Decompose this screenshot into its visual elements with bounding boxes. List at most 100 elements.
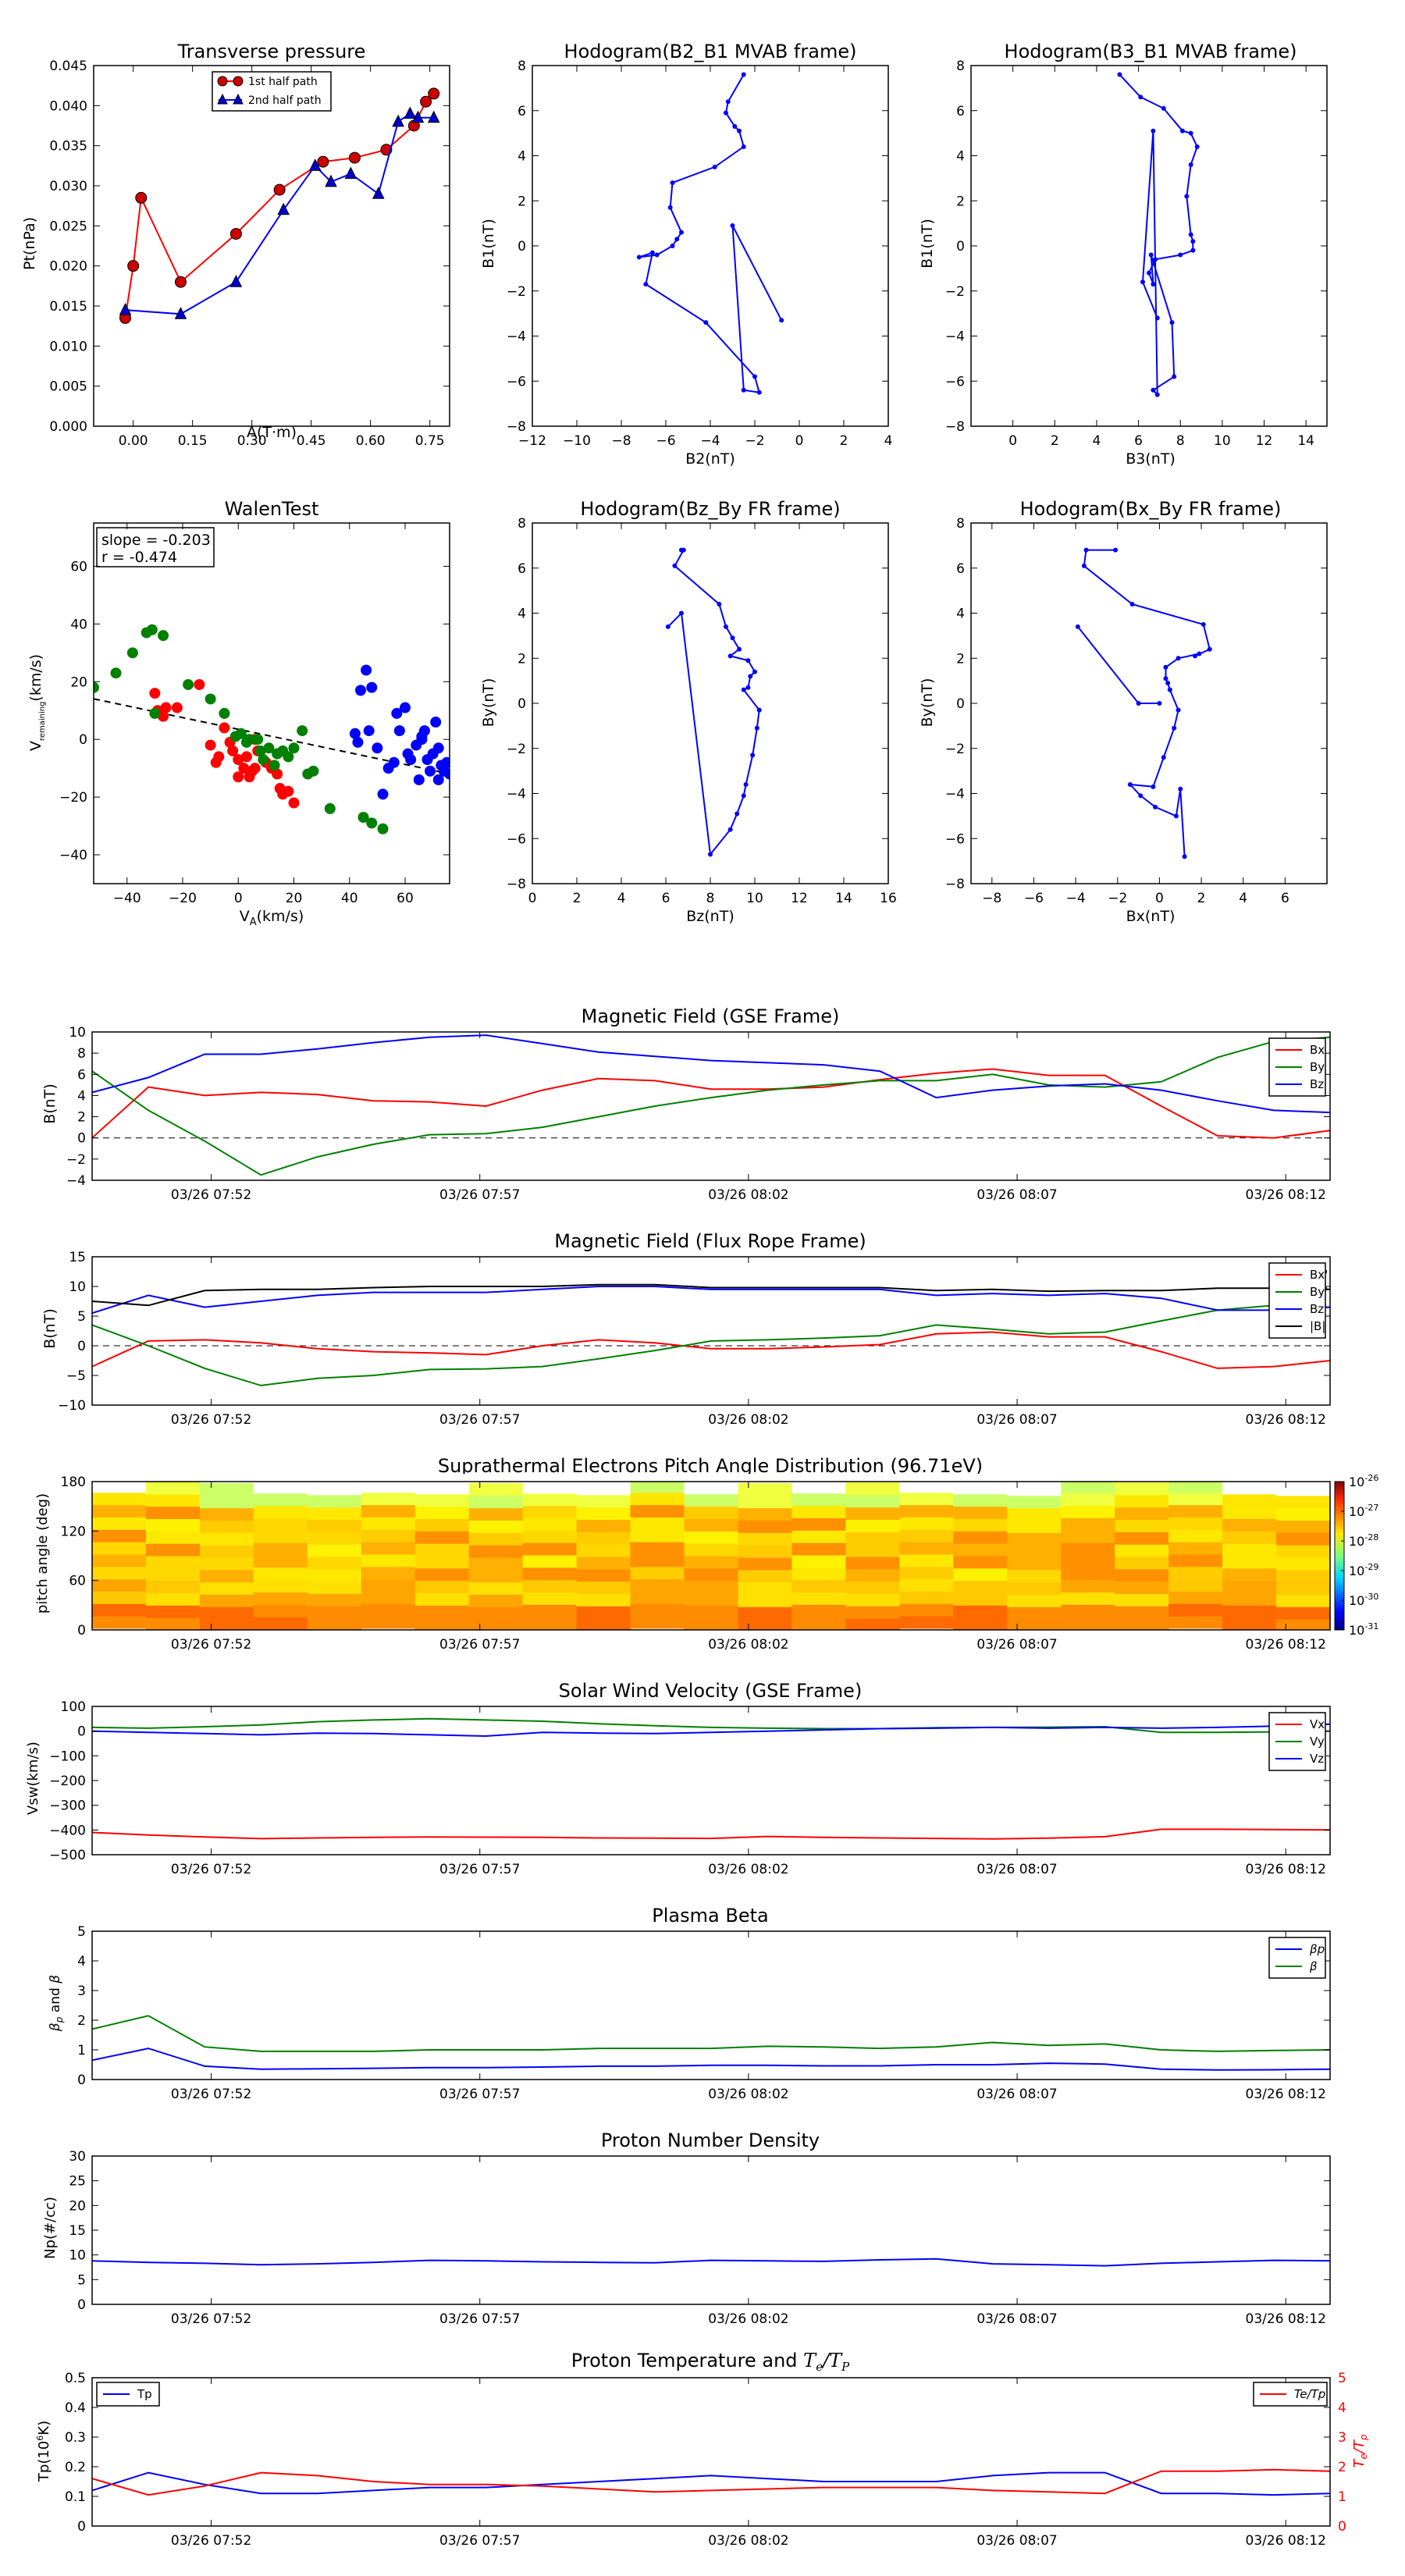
heatmap-cell bbox=[92, 1603, 147, 1617]
heatmap-cell bbox=[684, 1556, 738, 1569]
ylabel-tp-unit: K) bbox=[36, 2421, 52, 2435]
heatmap-cell bbox=[791, 1542, 846, 1556]
ylabel-walen-unit: (km/s) bbox=[27, 654, 44, 702]
heatmap-cell bbox=[145, 1543, 201, 1557]
heatmap-cell bbox=[1115, 1544, 1169, 1557]
plot-area bbox=[119, 87, 440, 324]
heatmap-cell bbox=[1007, 1619, 1062, 1632]
legend-label: Bz bbox=[1310, 1077, 1324, 1091]
heatmap-cell bbox=[199, 1495, 254, 1509]
heatmap-cell bbox=[1061, 1579, 1115, 1592]
heatmap-cell bbox=[145, 1531, 201, 1544]
heatmap-cell bbox=[468, 1520, 524, 1533]
x-tick-label: 40 bbox=[341, 891, 358, 906]
data-point bbox=[1129, 601, 1135, 607]
y-tick-label: 0.010 bbox=[49, 339, 87, 354]
heatmap-cell bbox=[522, 1505, 578, 1518]
heatmap-cell bbox=[414, 1518, 470, 1532]
heatmap-cell bbox=[630, 1529, 685, 1542]
heatmap-cell bbox=[92, 1542, 147, 1555]
heatmap-cell bbox=[630, 1603, 685, 1617]
heatmap-cell bbox=[899, 1578, 954, 1592]
x-tick-label: 10 bbox=[1214, 433, 1231, 449]
data-point bbox=[1165, 681, 1171, 686]
data-point bbox=[428, 87, 440, 100]
heatmap-cell bbox=[899, 1554, 954, 1567]
plot-walen-test bbox=[93, 522, 450, 884]
heatmap-cell bbox=[899, 1529, 954, 1542]
heatmap-cell bbox=[1222, 1482, 1277, 1495]
data-point bbox=[717, 601, 722, 607]
legend-transverse-pressure: 1st half path 2nd half path bbox=[212, 71, 332, 112]
heatmap-cell bbox=[1276, 1483, 1331, 1496]
plot-hodogram-bx-by bbox=[970, 522, 1328, 884]
ylabel-right-p: p bbox=[1358, 2434, 1369, 2441]
heatmap-cell bbox=[1115, 1532, 1169, 1545]
series-line-2 bbox=[91, 1286, 1331, 1315]
data-point bbox=[283, 751, 294, 763]
y-tick-label: 6 bbox=[956, 104, 965, 119]
heatmap-cell bbox=[684, 1617, 738, 1631]
legend-label: Bz' bbox=[1310, 1302, 1327, 1316]
heatmap-cell bbox=[630, 1591, 685, 1604]
heatmap-cell bbox=[684, 1531, 738, 1544]
plot-frame bbox=[91, 2377, 1331, 2527]
heatmap-cell bbox=[253, 1493, 308, 1507]
time-tick-label: 03/26 07:52 bbox=[171, 1412, 251, 1428]
y-tick-label: 60 bbox=[70, 559, 87, 575]
ylabel-transverse-pressure: Pt(nPa) bbox=[21, 217, 38, 270]
y-tick-label-right: 0 bbox=[1338, 2519, 1346, 2535]
time-tick-label: 03/26 07:52 bbox=[171, 1862, 251, 1877]
data-point bbox=[1138, 793, 1144, 799]
y-tick-label: −6 bbox=[945, 374, 965, 390]
heatmap-cell bbox=[899, 1566, 954, 1580]
data-point bbox=[126, 647, 138, 659]
x-tick-label: −10 bbox=[563, 433, 591, 449]
y-tick-label: 0 bbox=[956, 239, 965, 254]
colorbar-exponent: -30 bbox=[1364, 1592, 1378, 1602]
y-tick-label: 5 bbox=[77, 1924, 86, 1940]
data-point bbox=[1154, 315, 1160, 321]
heatmap-cell bbox=[361, 1616, 416, 1629]
plot-hodogram-b2-b1 bbox=[532, 65, 889, 427]
data-point bbox=[377, 823, 389, 834]
data-point bbox=[756, 707, 762, 713]
title-tp-ratio: Te/TP bbox=[803, 2350, 850, 2374]
data-point bbox=[411, 110, 425, 123]
heatmap-cell bbox=[576, 1507, 631, 1520]
data-point bbox=[135, 191, 148, 204]
heatmap-top-mask bbox=[92, 1474, 1330, 1482]
y-tick-label-right: 5 bbox=[1338, 2371, 1346, 2386]
y-tick-label: 4 bbox=[77, 1954, 86, 1969]
heatmap-cell bbox=[1061, 1542, 1115, 1556]
data-point bbox=[1151, 784, 1156, 789]
x-tick-label: 0.30 bbox=[237, 433, 267, 449]
heatmap-cell bbox=[307, 1618, 362, 1631]
heatmap-cell bbox=[1007, 1606, 1062, 1620]
x-tick-label: 14 bbox=[1297, 433, 1314, 449]
title-transverse-pressure: Transverse pressure bbox=[177, 41, 366, 62]
data-point bbox=[183, 678, 194, 690]
data-point bbox=[643, 282, 649, 287]
panel-beta: Plasma Beta βp and β bbox=[48, 1905, 769, 2032]
ylabel-vsw: Vsw(km/s) bbox=[25, 1742, 41, 1815]
title-hodogram-bz-by: Hodogram(Bz_By FR frame) bbox=[580, 498, 840, 520]
y-tick-label: 0.035 bbox=[49, 139, 87, 155]
heatmap-cell bbox=[145, 1617, 201, 1631]
data-point bbox=[388, 756, 400, 768]
heatmap-cell bbox=[414, 1556, 470, 1569]
y-tick-label: 4 bbox=[956, 149, 965, 165]
series-line-0 bbox=[638, 74, 783, 393]
data-point bbox=[1154, 392, 1160, 397]
title-mag-fr: Magnetic Field (Flux Rope Frame) bbox=[554, 1230, 866, 1252]
data-point bbox=[317, 155, 329, 168]
time-tick-label: 03/26 07:52 bbox=[171, 2087, 251, 2102]
heatmap-cell bbox=[1007, 1594, 1062, 1607]
data-point bbox=[1148, 252, 1154, 258]
heatmap-cell bbox=[899, 1542, 954, 1555]
heatmap-cell bbox=[145, 1482, 201, 1495]
heatmap-cell bbox=[92, 1554, 147, 1567]
heatmap-cell bbox=[953, 1506, 1008, 1519]
data-point bbox=[325, 174, 337, 187]
x-tick-label: 2 bbox=[1197, 891, 1206, 906]
